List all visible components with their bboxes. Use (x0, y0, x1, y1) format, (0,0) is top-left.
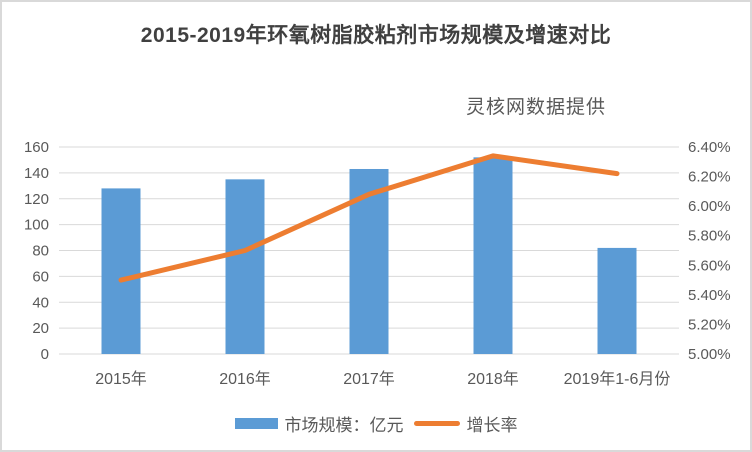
x-axis-label-2019年1-6月份: 2019年1-6月份 (564, 370, 671, 388)
left-axis-tick-label: 120 (24, 191, 49, 208)
right-axis-tick-label: 6.40% (688, 139, 731, 156)
left-axis-tick-label: 60 (32, 268, 49, 285)
x-axis-label-2016年: 2016年 (219, 370, 271, 388)
left-axis-tick-label: 160 (24, 139, 49, 156)
growth-rate-line (118, 153, 620, 283)
right-axis-tick-label: 5.00% (688, 346, 731, 363)
legend-bar-swatch-icon (234, 418, 278, 429)
right-axis-tick-label: 5.20% (688, 316, 731, 333)
legend-label-market-size: 市场规模：亿元 (284, 416, 404, 435)
chart-legend: 市场规模：亿元 增长率 (2, 411, 750, 436)
left-axis-tick-label: 80 (32, 243, 49, 260)
x-axis-label-2017年: 2017年 (343, 370, 395, 388)
bar-2019年1-6月份 (597, 247, 637, 354)
left-axis-tick-label: 0 (41, 346, 49, 363)
left-axis-tick-label: 140 (24, 165, 49, 182)
bar-2018年 (473, 157, 513, 354)
left-axis-tick-label: 40 (32, 294, 49, 311)
chart-title: 2015-2019年环氧树脂胶粘剂市场规模及增速对比 (140, 24, 612, 47)
legend-line-swatch-icon (413, 421, 460, 426)
right-axis-tick-label: 5.60% (688, 257, 731, 274)
chart-subtitle: 灵核网数据提供 (466, 97, 607, 118)
right-axis-tick-label: 5.40% (688, 287, 731, 304)
bar-2015年 (101, 188, 141, 354)
right-axis-tick-label: 6.20% (688, 169, 731, 186)
legend-item-market-size: 市场规模：亿元 (234, 411, 404, 436)
left-axis-tick-label: 20 (32, 320, 49, 337)
bar-2016年 (225, 179, 265, 354)
left-axis-tick-label: 100 (24, 217, 49, 234)
legend-label-growth-rate: 增长率 (466, 416, 518, 435)
x-axis-label-2018年: 2018年 (467, 370, 519, 388)
right-axis-tick-label: 5.80% (688, 228, 731, 245)
right-axis-tick-label: 6.00% (688, 198, 731, 215)
x-axis-label-2015年: 2015年 (95, 370, 147, 388)
legend-item-growth-rate: 增长率 (413, 411, 518, 436)
